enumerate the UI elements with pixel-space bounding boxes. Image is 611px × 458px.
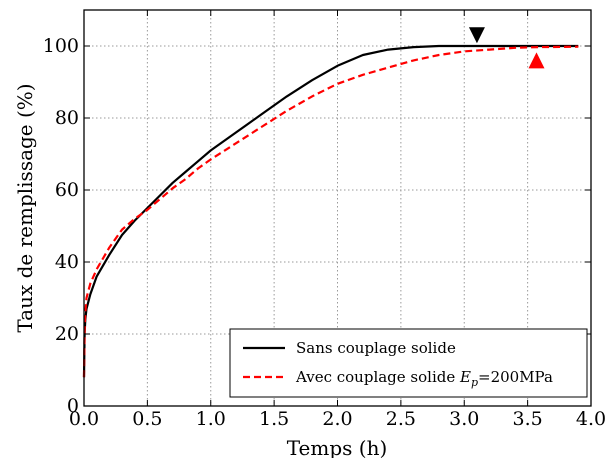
triangle-up-marker [528, 52, 545, 69]
y-tick-label: 60 [55, 179, 79, 201]
series-line-sans-couplage [82, 44, 579, 378]
legend: Sans couplage solide Avec couplage solid… [229, 328, 588, 398]
x-tick-label: 1.5 [259, 408, 289, 430]
x-tick-label: 3.0 [449, 408, 479, 430]
legend-label-solid: Sans couplage solide [296, 339, 456, 357]
legend-label-dashed-symbol: E [459, 368, 471, 386]
x-tick-label: 3.5 [513, 408, 543, 430]
y-tick-label: 40 [55, 251, 79, 273]
x-tick-label: 2.0 [322, 408, 352, 430]
x-tick-label: 0.5 [132, 408, 162, 430]
x-tick-label: 1.0 [196, 408, 226, 430]
y-tick-label: 80 [55, 107, 79, 129]
y-axis-label: Taux de remplissage (%) [13, 83, 37, 332]
axis-ticks: 0.0 0.5 1.0 1.5 2.0 2.5 3.0 3.5 4.0 0 20 40 60 80 100 [43, 10, 606, 430]
legend-label-dashed: Avec couplage solide Ep=200MPa [295, 368, 553, 389]
legend-label-dashed-suffix: =200MPa [478, 368, 553, 386]
x-tick-label: 2.5 [386, 408, 416, 430]
y-tick-label: 100 [43, 35, 79, 57]
y-tick-label: 20 [55, 323, 79, 345]
x-tick-label: 4.0 [576, 408, 606, 430]
plot-series [82, 44, 579, 378]
y-tick-label: 0 [67, 395, 79, 417]
triangle-down-marker [468, 27, 485, 44]
x-tick-label: 0.0 [69, 408, 99, 430]
legend-label-dashed-prefix: Avec couplage solide [295, 368, 460, 386]
plot-markers [468, 27, 545, 69]
x-axis-label: Temps (h) [287, 436, 388, 458]
legend-box [229, 328, 588, 398]
series-line-avec-couplage [82, 45, 579, 378]
legend-label-dashed-subscript: p [471, 376, 478, 389]
